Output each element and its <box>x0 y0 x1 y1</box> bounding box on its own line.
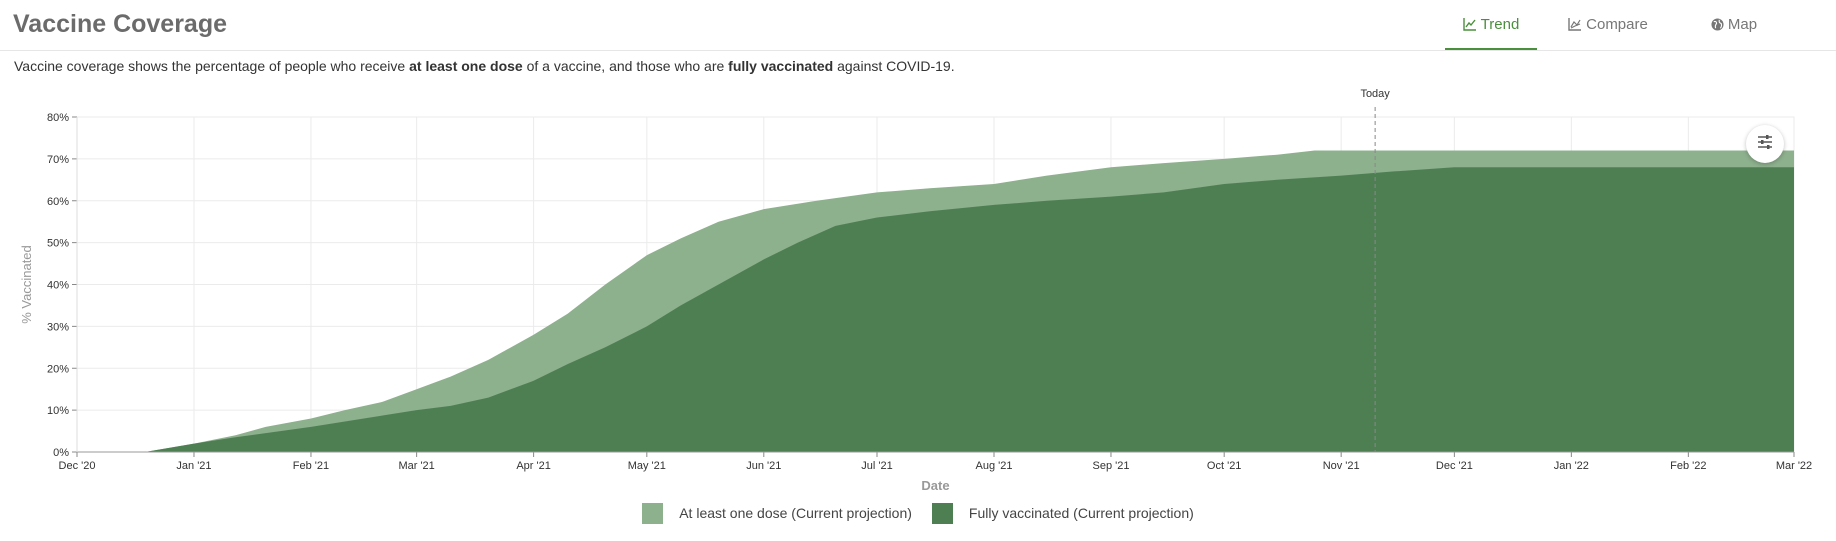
globe-icon <box>1711 17 1724 31</box>
chart-svg: 0% 10% 20% 30% 40% 50% 60% 70% 80% Dec '20 Jan '21… <box>19 88 1812 493</box>
x-tick-label: Sep '21 <box>1092 460 1129 472</box>
x-tick-label: Jul '21 <box>861 460 892 472</box>
description-bold-fully: fully vaccinated <box>728 58 834 74</box>
description-part-3: against COVID-19. <box>833 58 955 74</box>
header-bar: Vaccine Coverage Trend Compare Map <box>0 0 1836 51</box>
tab-compare-label: Compare <box>1586 15 1648 33</box>
legend-item-fully[interactable]: Fully vaccinated (Current projection) <box>931 502 1194 524</box>
y-tick-label: 20% <box>47 363 69 375</box>
x-tick-label: Dec '20 <box>59 460 96 472</box>
tab-map-label: Map <box>1727 15 1758 33</box>
x-tick-label: Jan '21 <box>176 460 211 472</box>
description-bold-one-dose: at least one dose <box>409 58 523 74</box>
description-part-2: of a vaccine, and those who are <box>522 58 729 74</box>
y-tick-label: 60% <box>47 196 69 208</box>
y-tick-label: 10% <box>47 405 69 417</box>
tab-map[interactable]: Map <box>1694 0 1774 48</box>
x-tick-label: Nov '21 <box>1323 460 1360 472</box>
description-text: Vaccine coverage shows the percentage of… <box>14 58 955 74</box>
x-tick-label: Jun '21 <box>746 460 781 472</box>
today-marker-label: Today <box>1360 88 1390 100</box>
x-tick-label: Aug '21 <box>976 460 1013 472</box>
x-tick-label: May '21 <box>628 460 666 472</box>
tab-trend-label: Trend <box>1480 15 1520 33</box>
legend-swatch-one-dose <box>642 502 664 524</box>
chart-settings-button[interactable] <box>1746 125 1784 163</box>
y-tick-label: 70% <box>47 154 69 166</box>
compare-chart-icon <box>1568 17 1582 31</box>
area-fully-vaccinated <box>77 167 1794 453</box>
legend-swatch-fully <box>931 502 953 524</box>
page-title: Vaccine Coverage <box>13 10 228 38</box>
x-tick-label: Apr '21 <box>516 460 551 472</box>
x-tick-label: Jan '22 <box>1554 460 1589 472</box>
legend-item-one-dose[interactable]: At least one dose (Current projection) <box>642 502 912 524</box>
sliders-icon <box>1757 134 1773 154</box>
y-tick-label: 80% <box>47 112 69 124</box>
y-tick-label: 30% <box>47 321 69 333</box>
description-part-1: Vaccine coverage shows the percentage of… <box>14 58 410 74</box>
y-tick-label: 50% <box>47 238 69 250</box>
legend-label-fully: Fully vaccinated (Current projection) <box>968 505 1194 521</box>
tab-trend[interactable]: Trend <box>1445 0 1537 50</box>
x-tick-label: Dec '21 <box>1436 460 1473 472</box>
y-tick-label: 40% <box>47 280 69 292</box>
y-tick-label: 0% <box>53 447 69 459</box>
x-tick-label: Feb '21 <box>293 460 329 472</box>
y-axis-title: % Vaccinated <box>19 245 34 324</box>
x-tick-label: Oct '21 <box>1207 460 1242 472</box>
x-tick-label: Mar '22 <box>1776 460 1812 472</box>
line-chart-icon <box>1462 17 1477 31</box>
coverage-chart: 0% 10% 20% 30% 40% 50% 60% 70% 80% Dec '20 Jan '21… <box>0 80 1836 541</box>
x-axis-title: Date <box>921 478 949 493</box>
legend-label-one-dose: At least one dose (Current projection) <box>679 505 912 521</box>
tab-compare[interactable]: Compare <box>1553 0 1663 48</box>
chart-legend: At least one dose (Current projection) F… <box>0 502 1836 524</box>
x-tick-label: Mar '21 <box>398 460 434 472</box>
x-tick-label: Feb '22 <box>1670 460 1706 472</box>
